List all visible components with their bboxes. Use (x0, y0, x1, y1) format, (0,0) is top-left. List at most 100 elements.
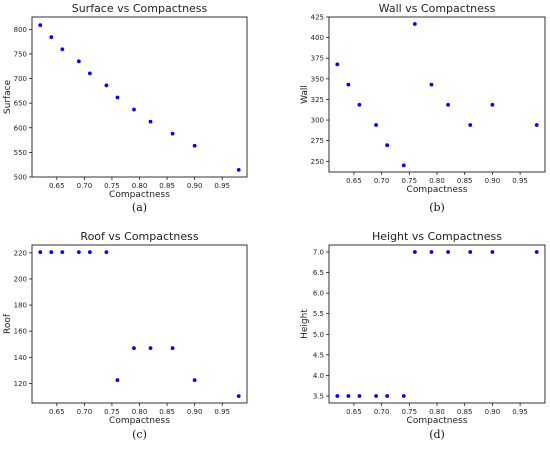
y-tick-label: 425 (311, 14, 324, 22)
y-tick-label: 300 (311, 117, 324, 125)
y-tick-label: 600 (14, 124, 27, 132)
data-point (374, 394, 378, 398)
data-point (87, 71, 92, 76)
panel-caption: (d) (429, 428, 445, 441)
data-point (38, 250, 43, 255)
y-tick-label: 6.0 (313, 290, 324, 298)
x-tick-label: 0.70 (374, 408, 390, 416)
data-point (534, 250, 539, 254)
data-point (374, 123, 378, 127)
y-tick-label: 700 (14, 75, 27, 83)
data-point (346, 394, 351, 398)
data-point (148, 119, 153, 124)
x-tick-label: 0.65 (346, 408, 362, 416)
y-tick-label: 4.5 (313, 351, 324, 359)
x-tick-label: 0.65 (346, 177, 362, 185)
data-point (192, 143, 197, 148)
plot-frame (31, 16, 248, 178)
data-point (49, 250, 54, 255)
x-axis-label: Compactness (109, 190, 170, 200)
chart-roof-vs-compactness: Roof vs Compactness Compactness Roof (c)… (3, 230, 248, 441)
data-point (170, 131, 175, 136)
y-tick-label: 7.0 (313, 248, 324, 256)
y-tick-label: 200 (14, 275, 27, 283)
x-tick-label: 0.90 (485, 408, 501, 416)
panel-caption: (b) (429, 201, 445, 214)
panel-caption: (c) (132, 428, 147, 441)
data-point (60, 47, 65, 52)
data-point (236, 167, 241, 172)
data-point (401, 394, 406, 398)
x-tick-label: 0.90 (187, 182, 203, 190)
x-tick-label: 0.75 (104, 182, 120, 190)
chart-title: Height vs Compactness (372, 230, 502, 243)
x-tick-label: 0.90 (187, 408, 203, 416)
x-tick-label: 0.75 (402, 177, 418, 185)
x-tick-label: 0.70 (374, 177, 390, 185)
data-point (236, 394, 241, 399)
x-tick-label: 0.70 (77, 182, 93, 190)
panel-caption: (a) (132, 201, 147, 214)
data-point (335, 394, 340, 398)
x-tick-label: 0.95 (512, 177, 528, 185)
y-tick-label: 6.5 (313, 269, 324, 277)
data-point (104, 250, 109, 255)
y-tick-label: 120 (14, 380, 27, 388)
data-point (412, 250, 417, 254)
x-tick-label: 0.70 (77, 408, 93, 416)
chart-title: Roof vs Compactness (80, 230, 198, 243)
x-tick-label: 0.85 (159, 408, 175, 416)
data-point (115, 95, 120, 100)
data-point (385, 143, 390, 148)
data-point (192, 378, 197, 383)
y-tick-label: 375 (311, 55, 324, 63)
data-point (60, 250, 65, 255)
x-tick-label: 0.85 (457, 177, 473, 185)
x-axis-label: Compactness (407, 416, 468, 426)
data-point (115, 378, 120, 383)
y-tick-label: 3.5 (313, 393, 324, 401)
chart-title: Wall vs Compactness (379, 2, 496, 15)
data-point (357, 394, 362, 398)
data-point (104, 83, 109, 88)
data-point (170, 346, 175, 351)
data-point (132, 107, 136, 112)
data-point (346, 82, 351, 87)
y-tick-label: 140 (14, 354, 27, 362)
data-point (401, 163, 406, 168)
y-tick-label: 325 (311, 96, 324, 104)
x-tick-label: 0.65 (49, 182, 65, 190)
y-axis-label: Roof (3, 313, 13, 334)
y-axis-label: Surface (3, 79, 13, 114)
plot-frame (328, 244, 546, 404)
data-point (468, 250, 473, 254)
y-tick-label: 650 (14, 100, 27, 108)
data-point (490, 102, 495, 107)
data-point (446, 250, 450, 254)
y-tick-label: 400 (311, 34, 324, 42)
plot-frame (31, 244, 248, 404)
data-point (148, 346, 153, 351)
x-tick-label: 0.95 (214, 408, 230, 416)
chart-surface-vs-compactness: Surface vs Compactness Compactness Surfa… (3, 2, 248, 214)
data-point (385, 394, 390, 398)
y-tick-label: 160 (14, 328, 27, 336)
y-tick-label: 750 (14, 50, 27, 58)
y-tick-label: 5.5 (313, 310, 324, 318)
plot-frame (328, 16, 546, 173)
x-tick-label: 0.80 (429, 408, 445, 416)
data-point (76, 250, 81, 255)
x-tick-label: 0.75 (402, 408, 418, 416)
data-point (87, 250, 92, 255)
chart-height-vs-compactness: Height vs Compactness Compactness Height… (300, 230, 546, 441)
data-point (38, 23, 43, 28)
x-tick-label: 0.95 (512, 408, 528, 416)
x-tick-label: 0.85 (457, 408, 473, 416)
y-tick-label: 550 (14, 149, 27, 157)
data-point (49, 35, 54, 40)
y-tick-label: 180 (14, 302, 27, 310)
data-point (468, 123, 473, 127)
x-axis-label: Compactness (407, 185, 468, 195)
x-tick-label: 0.95 (214, 182, 230, 190)
